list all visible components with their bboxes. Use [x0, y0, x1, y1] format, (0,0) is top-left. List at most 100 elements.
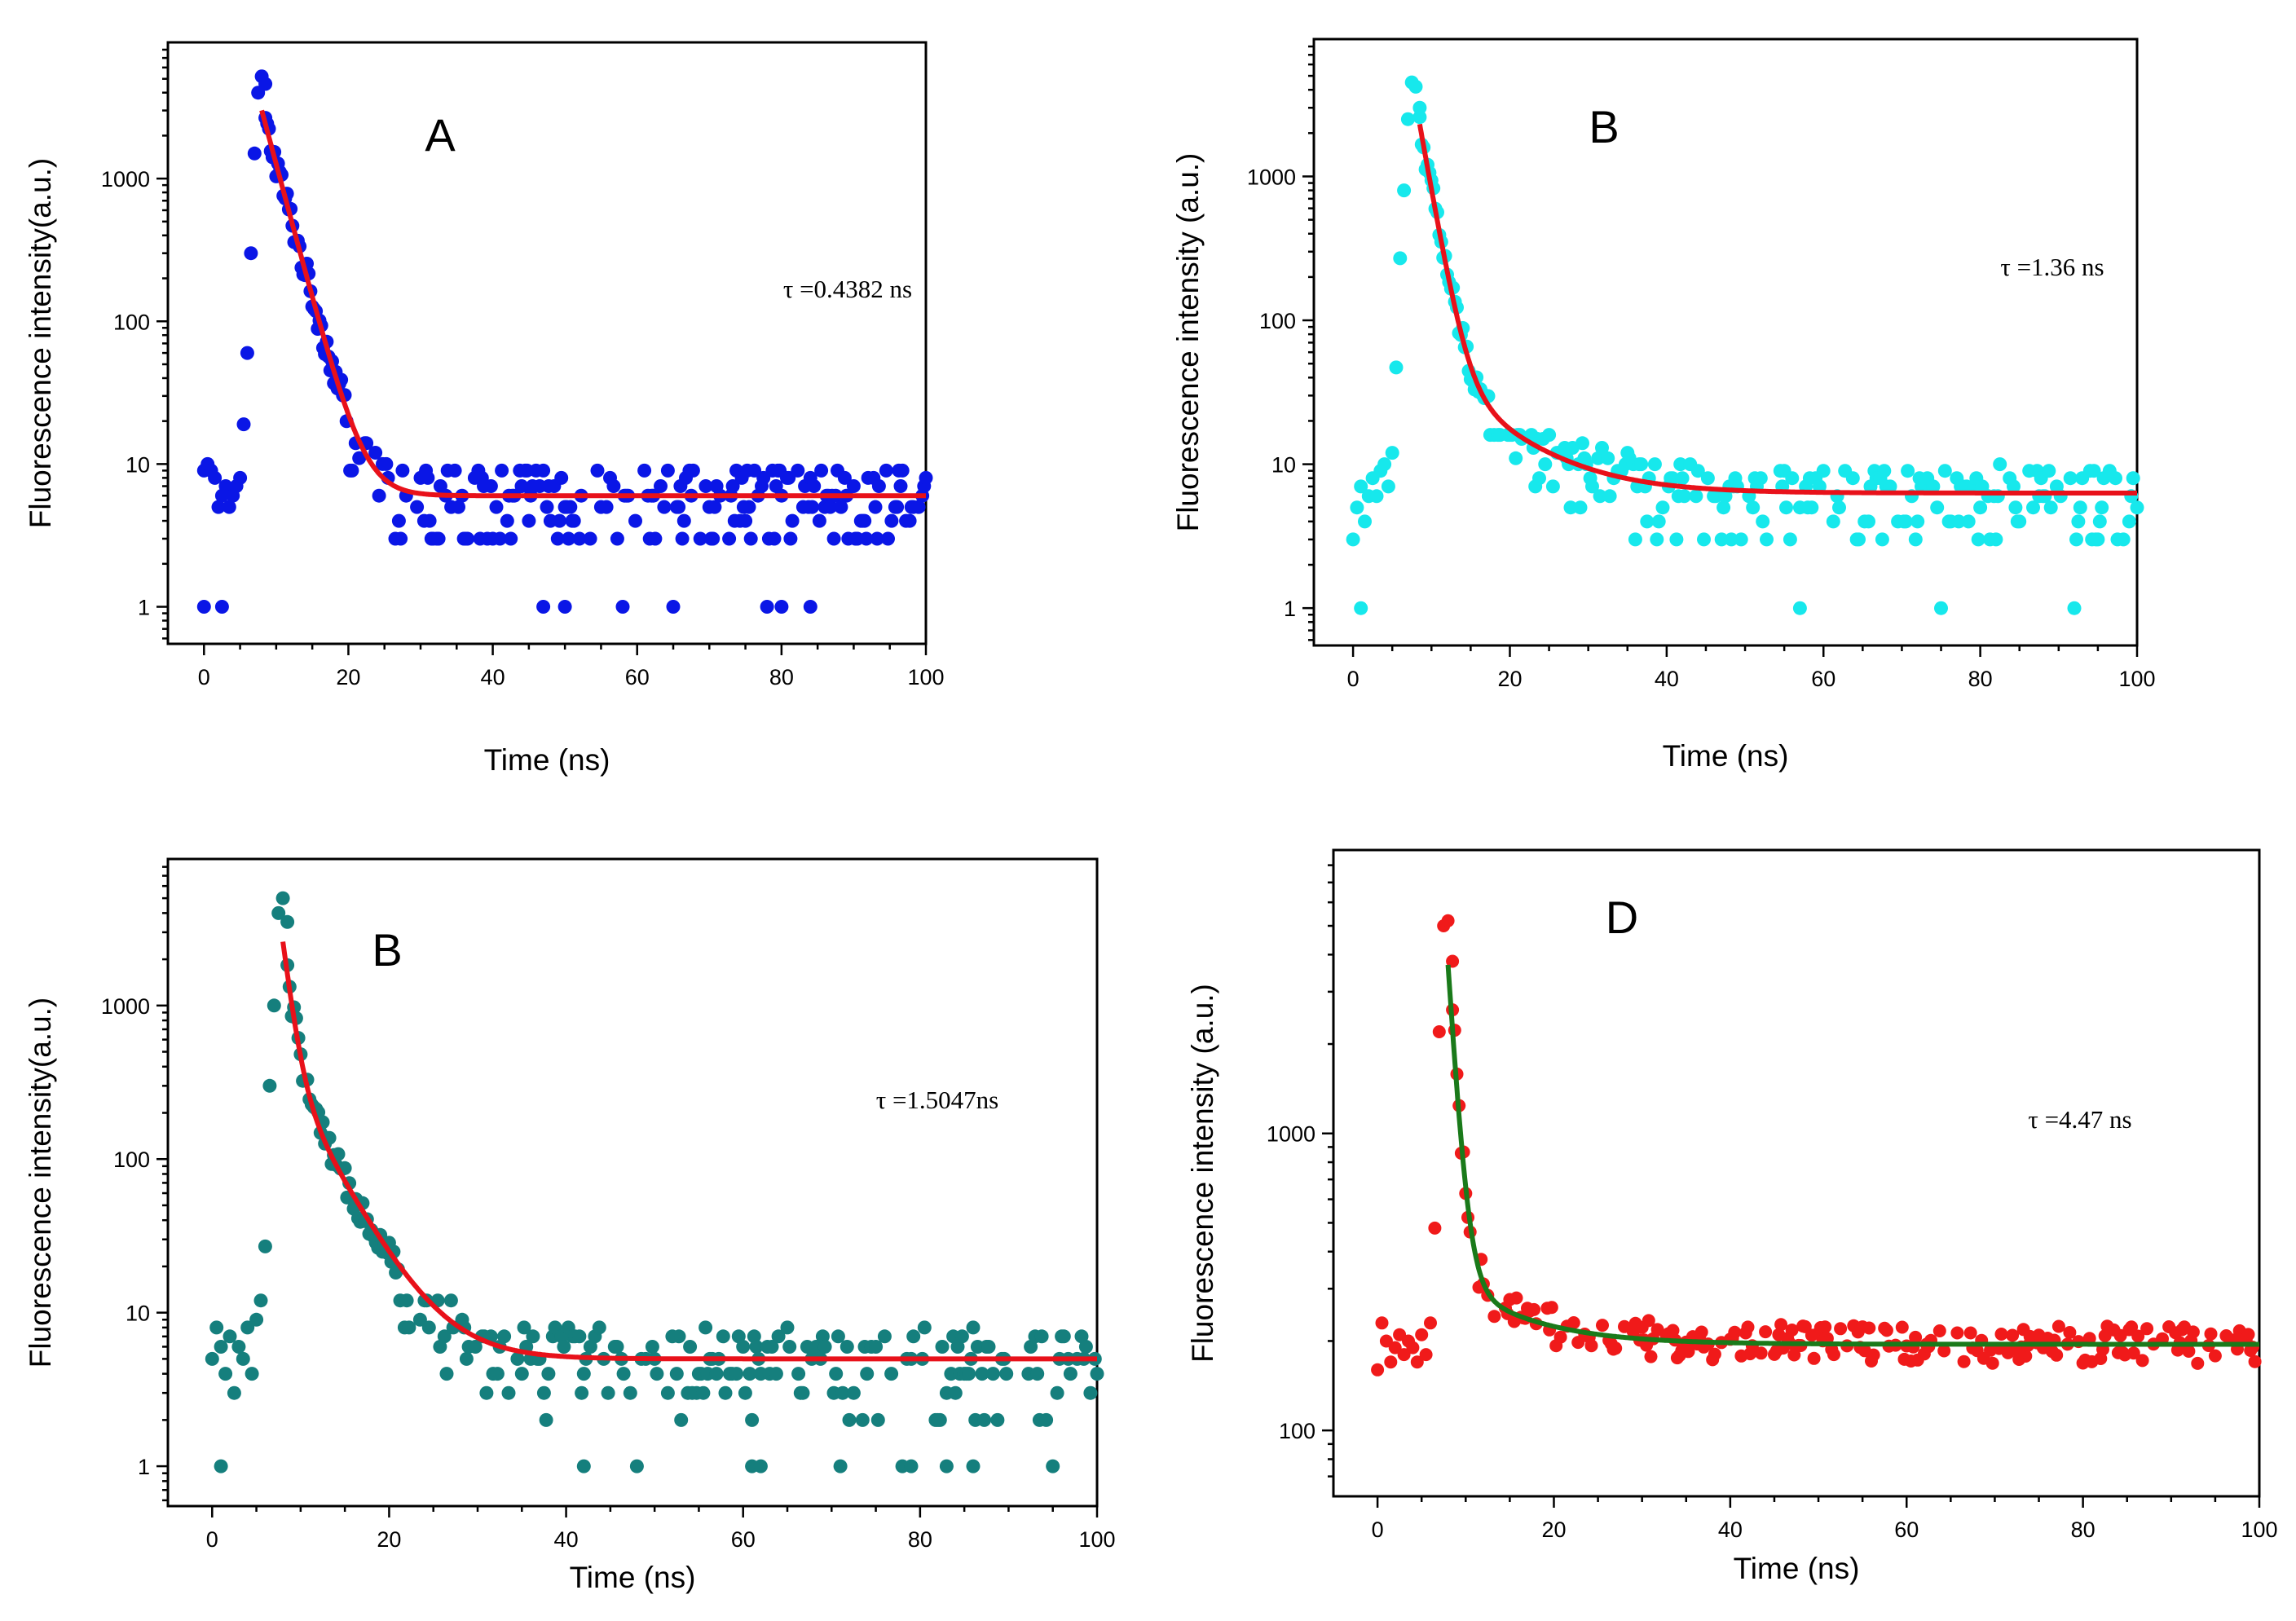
data-point — [826, 531, 841, 546]
data-point — [249, 1312, 264, 1327]
data-point — [1930, 500, 1945, 515]
data-point — [1963, 1326, 1977, 1340]
x-tick-label: 60 — [625, 665, 650, 689]
data-point — [650, 1367, 664, 1381]
panel-d: 0 20 40 60 80 100 100 1000 Time (ns) Fluorescence… — [1186, 848, 2278, 1585]
data-point — [1634, 457, 1649, 472]
data-point — [675, 531, 690, 546]
x-tick-label: 20 — [1541, 1517, 1566, 1542]
data-point — [572, 531, 587, 546]
data-point — [421, 470, 435, 485]
data-point — [402, 1320, 416, 1335]
data-point — [410, 500, 425, 514]
data-point — [698, 479, 713, 493]
data-point — [725, 479, 740, 493]
data-point — [1708, 1347, 1721, 1361]
data-point — [1932, 1324, 1946, 1337]
data-point — [208, 470, 223, 485]
data-point — [437, 1329, 452, 1344]
data-point — [1760, 532, 1774, 547]
y-tick-label: 100 — [113, 310, 150, 334]
y-axis-title: Fluorescence intensity (a.u.) — [1186, 984, 1219, 1363]
x-tick-label: 60 — [1811, 667, 1835, 691]
data-point — [1937, 1344, 1951, 1358]
data-point — [893, 479, 908, 493]
data-point — [1651, 514, 1666, 529]
data-point — [917, 1320, 932, 1335]
data-point — [583, 531, 597, 546]
data-point — [950, 1340, 965, 1354]
data-point — [492, 531, 507, 546]
data-point — [1354, 479, 1368, 494]
data-point — [1926, 479, 1941, 494]
data-point — [672, 500, 686, 514]
data-point — [672, 1329, 686, 1344]
data-point — [743, 1367, 757, 1381]
data-point — [660, 1385, 675, 1400]
data-point — [742, 500, 756, 514]
data-point — [468, 1340, 483, 1354]
data-point — [1388, 1341, 1402, 1355]
data-point — [706, 531, 721, 546]
data-point — [1951, 514, 1966, 529]
data-point — [592, 1320, 606, 1335]
data-point — [783, 531, 798, 546]
data-point — [2063, 471, 2078, 486]
y-tick-label: 1 — [138, 596, 150, 620]
data-point — [271, 905, 286, 920]
data-point — [1553, 1330, 1567, 1344]
data-point — [870, 531, 884, 546]
data-point — [2125, 1320, 2139, 1334]
data-point — [868, 500, 883, 514]
data-point — [676, 513, 691, 528]
data-point — [812, 513, 826, 528]
lifetime-annotation: τ =1.5047ns — [876, 1086, 999, 1114]
data-point — [1852, 532, 1866, 547]
data-point — [1816, 464, 1831, 478]
data-point — [557, 1340, 571, 1354]
data-point — [575, 1385, 589, 1400]
data-point — [1655, 500, 1670, 515]
data-point — [439, 1367, 454, 1381]
data-point — [1609, 1341, 1623, 1355]
data-point — [1937, 464, 1952, 478]
data-point — [572, 1329, 587, 1344]
data-point — [1908, 532, 1923, 547]
data-point — [709, 1367, 724, 1381]
data-point — [919, 470, 933, 485]
panel-a: 0 20 40 60 80 100 1 10 100 1000 Time (ns) Fluoresce… — [24, 41, 945, 777]
data-point — [345, 463, 359, 478]
data-point — [258, 1239, 272, 1253]
data-point — [2026, 500, 2040, 515]
data-point — [583, 1340, 597, 1354]
data-point — [1708, 489, 1723, 504]
data-point — [869, 1340, 884, 1354]
data-point — [881, 531, 895, 546]
data-point — [729, 1367, 744, 1381]
data-point — [645, 1340, 659, 1354]
data-point — [1441, 914, 1455, 927]
data-point — [495, 463, 509, 478]
data-point — [1877, 464, 1892, 478]
data-point — [846, 1385, 861, 1400]
data-point — [218, 479, 233, 493]
lifetime-annotation: τ =1.36 ns — [2000, 253, 2104, 281]
data-point — [576, 1459, 591, 1473]
data-point — [262, 1078, 277, 1093]
data-point — [842, 1412, 857, 1427]
data-point — [1993, 457, 2007, 472]
data-point — [890, 500, 905, 514]
data-point — [412, 1312, 427, 1327]
data-point — [1628, 532, 1642, 547]
data-point — [1898, 514, 1913, 529]
data-point — [1724, 532, 1739, 547]
data-point — [615, 600, 630, 614]
data-point — [231, 1340, 246, 1354]
x-tick-label: 100 — [1078, 1527, 1115, 1552]
data-point — [1895, 1320, 1909, 1334]
data-point — [760, 600, 774, 614]
data-point — [1640, 514, 1655, 529]
data-point — [749, 1340, 764, 1354]
data-point — [870, 1412, 885, 1427]
